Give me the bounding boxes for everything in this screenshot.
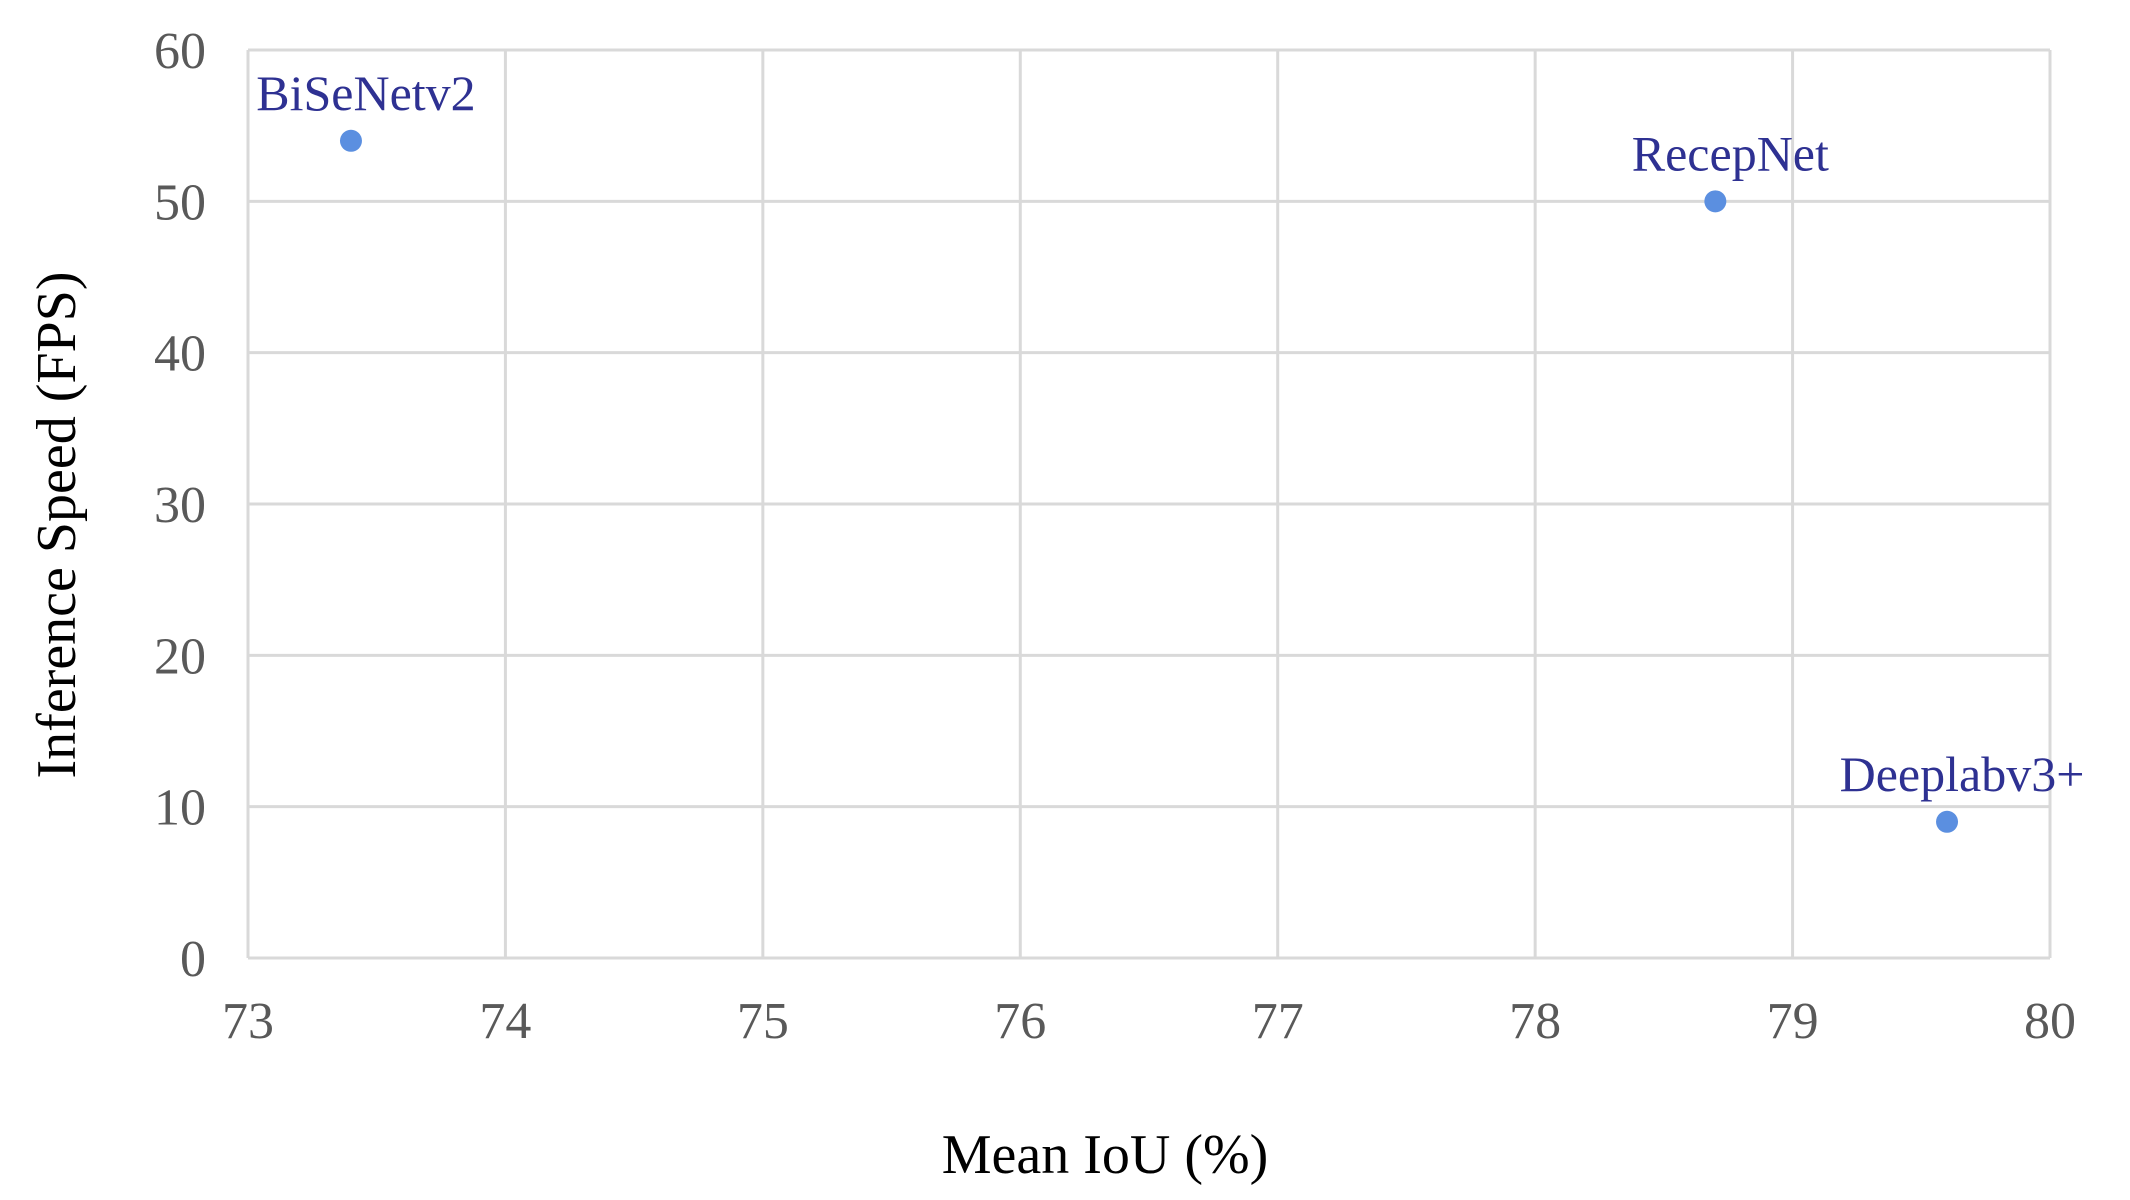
data-point (339, 129, 362, 152)
data-point (1704, 190, 1727, 213)
y-tick-label: 0 (180, 931, 206, 988)
x-tick-label: 79 (1767, 993, 1819, 1050)
y-tick-label: 60 (154, 23, 206, 80)
x-tick-label: 73 (222, 993, 274, 1050)
data-point-label: RecepNet (1632, 125, 1829, 181)
x-tick-label: 78 (1509, 993, 1561, 1050)
y-tick-labels: 0 10 20 30 40 50 60 (154, 23, 206, 988)
x-tick-label: 80 (2024, 993, 2076, 1050)
x-tick-label: 77 (1252, 993, 1304, 1050)
y-axis-title: Inference Speed (FPS) (26, 272, 88, 779)
x-tick-label: 74 (479, 993, 531, 1050)
y-tick-label: 20 (154, 628, 206, 685)
y-tick-label: 50 (154, 174, 206, 231)
y-tick-label: 40 (154, 326, 206, 383)
data-point (1936, 810, 1959, 833)
x-axis-title: Mean IoU (%) (942, 1124, 1269, 1186)
data-point-label: Deeplabv3+ (1840, 746, 2085, 802)
y-tick-label: 30 (154, 477, 206, 534)
x-tick-label: 75 (737, 993, 789, 1050)
x-tick-label: 76 (994, 993, 1046, 1050)
x-tick-labels: 73 74 75 76 77 78 79 80 (222, 993, 2076, 1050)
data-points: BiSeNetv2 RecepNet Deeplabv3+ (256, 65, 2084, 833)
grid (246, 48, 2052, 960)
data-point-label: BiSeNetv2 (256, 65, 475, 121)
y-tick-label: 10 (154, 780, 206, 837)
